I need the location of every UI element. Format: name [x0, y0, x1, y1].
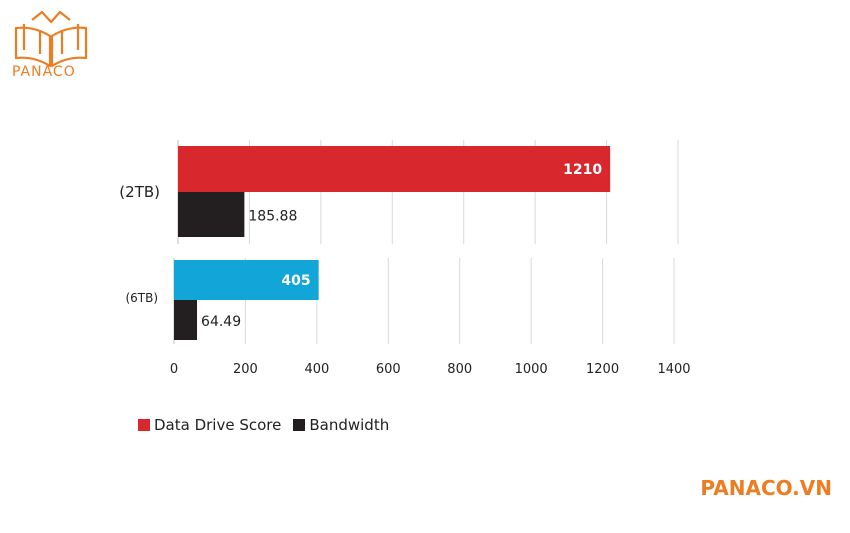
x-tick-label-0: 0 [170, 362, 178, 377]
bar-1-1 [174, 300, 198, 340]
data-label-0-1: 185.88 [248, 209, 297, 225]
logo-text: PANACO [12, 64, 76, 80]
chart-legend: Data Drive Score Bandwidth [138, 416, 401, 434]
data-label-0-0: 1210 [563, 162, 602, 178]
legend-item-bandwidth: Bandwidth [293, 416, 389, 434]
watermark-text: PANACO.VN [700, 476, 832, 500]
category-label-1: (6TB) [125, 291, 158, 305]
legend-label-bandwidth: Bandwidth [309, 416, 390, 434]
x-tick-label-3: 600 [376, 362, 401, 377]
x-tick-label-7: 1400 [657, 362, 690, 377]
legend-swatch-data-drive-score [138, 419, 150, 431]
bar-0-1 [178, 192, 245, 237]
book-logo-icon [14, 10, 88, 68]
data-label-1-1: 64.49 [201, 314, 241, 330]
legend-swatch-bandwidth [293, 419, 306, 431]
legend-item-data-drive-score: Data Drive Score [138, 416, 281, 434]
x-tick-label-5: 1000 [515, 362, 548, 377]
data-label-1-0: 405 [281, 273, 310, 289]
x-tick-label-6: 1200 [586, 362, 619, 377]
legend-label-data-drive-score: Data Drive Score [154, 416, 282, 434]
x-tick-label-4: 800 [447, 362, 472, 377]
bar-1-0 [174, 260, 319, 300]
bar-0-0 [178, 146, 611, 192]
x-tick-label-2: 400 [304, 362, 329, 377]
category-label-0: (2TB) [119, 183, 160, 201]
x-tick-label-1: 200 [233, 362, 258, 377]
